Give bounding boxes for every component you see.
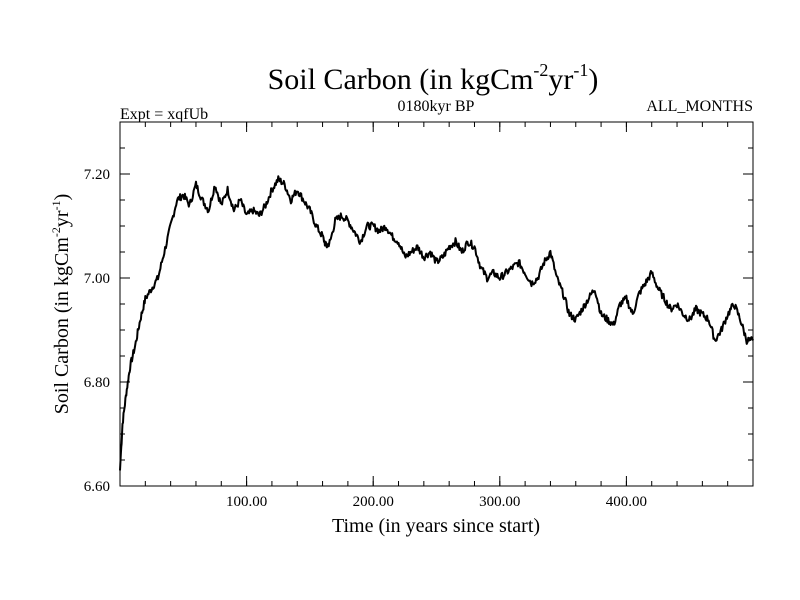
months-label: ALL_MONTHS — [646, 98, 753, 115]
chart-title-mid: yr — [548, 63, 573, 96]
x-tick-label: 300.00 — [479, 494, 520, 510]
y-tick-label: 7.20 — [84, 167, 110, 183]
x-tick-label: 100.00 — [226, 494, 267, 510]
chart-title-end: ) — [588, 63, 598, 96]
x-tick-label: 400.00 — [606, 494, 647, 510]
axis-ticks — [120, 122, 753, 487]
y-tick-label: 6.80 — [84, 375, 110, 391]
y-axis-title-mid: yr — [51, 210, 73, 227]
period-label: 0180kyr BP — [398, 98, 475, 115]
y-tick-label: 6.60 — [84, 479, 110, 495]
x-tick-label: 200.00 — [353, 494, 394, 510]
plot-frame — [119, 121, 754, 487]
chart-title-exp2: -1 — [573, 60, 588, 80]
experiment-label: Expt = xqfUb — [120, 106, 208, 123]
chart-title: Soil Carbon (in kgCm-2yr-1) — [268, 60, 599, 96]
y-axis-title-main: Soil Carbon (in kgCm — [51, 237, 73, 415]
y-axis-title-end: ) — [51, 194, 73, 201]
soil-carbon-series-line — [119, 175, 754, 471]
chart-title-main: Soil Carbon (in kgCm — [268, 63, 534, 96]
y-axis-title-exp1: -2 — [49, 227, 63, 237]
tick-labels: 100.00 200.00 300.00 400.00 6.60 6.80 7.00 7.20 — [84, 167, 647, 510]
y-axis-title: Soil Carbon (in kgCm-2yr-1) — [49, 194, 73, 415]
y-tick-label: 7.00 — [84, 271, 110, 287]
x-axis-title: Time (in years since start) — [332, 515, 540, 537]
chart-title-exp1: -2 — [533, 60, 548, 80]
y-axis-title-exp2: -1 — [49, 200, 63, 210]
